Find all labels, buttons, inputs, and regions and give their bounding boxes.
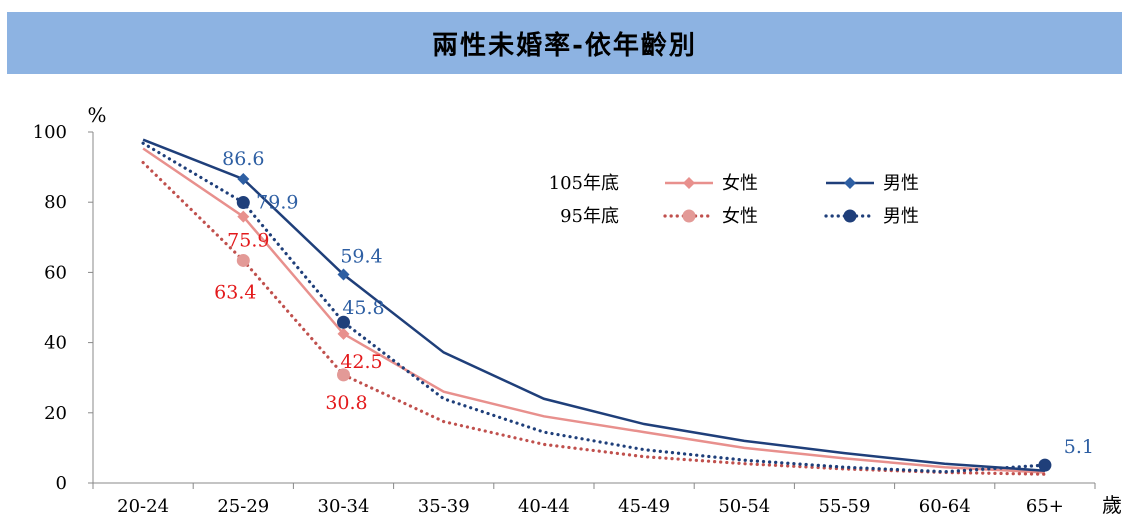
legend-swatch-marker	[682, 209, 696, 223]
legend-series-label: 男性	[883, 206, 919, 227]
y-tick-label: 80	[44, 192, 67, 213]
data-label: 59.4	[340, 246, 382, 268]
series-line-105-male	[142, 138, 1045, 472]
y-tick-label: 100	[33, 122, 67, 143]
data-label: 45.8	[342, 297, 384, 319]
data-point-marker	[237, 173, 250, 186]
x-tick-label: 50-54	[718, 496, 770, 517]
y-tick-label: 20	[44, 403, 67, 424]
data-point-marker	[337, 327, 350, 340]
x-axis-unit: 歲	[1102, 493, 1122, 517]
data-label: 42.5	[340, 351, 382, 373]
legend-series-label: 女性	[722, 173, 758, 194]
series-line-95-female	[141, 160, 1047, 476]
series-line-105-female	[142, 147, 1045, 474]
x-tick-label: 20-24	[117, 496, 169, 517]
data-label: 5.1	[1064, 436, 1094, 458]
x-tick-label: 35-39	[418, 496, 470, 517]
series-line-95-male	[141, 141, 1047, 474]
legend-series-label: 男性	[883, 173, 919, 194]
legend-swatch-marker	[843, 209, 857, 223]
data-label: 30.8	[325, 392, 367, 414]
x-tick-label: 40-44	[518, 496, 570, 517]
x-tick-label: 60-64	[919, 496, 971, 517]
data-label: 86.6	[222, 148, 264, 170]
legend-swatch-marker	[844, 177, 856, 189]
x-tick-label: 55-59	[819, 496, 871, 517]
x-tick-label: 30-34	[318, 496, 370, 517]
y-axis-unit: %	[87, 103, 106, 127]
data-label: 79.9	[256, 192, 298, 214]
data-label: 63.4	[214, 281, 256, 303]
legend-swatch-marker	[683, 177, 695, 189]
y-tick-label: 40	[44, 333, 67, 354]
chart-title-bar: 兩性未婚率-依年齡別	[7, 12, 1122, 74]
y-tick-label: 0	[56, 473, 67, 494]
data-point-marker	[1038, 458, 1052, 472]
data-label: 75.9	[227, 230, 269, 252]
data-point-marker	[237, 210, 250, 223]
data-point-marker	[337, 315, 350, 329]
x-tick-label: 45-49	[618, 496, 670, 517]
legend-series-label: 女性	[722, 206, 758, 227]
legend-group-label: 95年底	[560, 206, 619, 227]
data-point-marker	[337, 268, 350, 281]
y-tick-label: 60	[44, 262, 67, 283]
data-point-marker	[337, 368, 350, 382]
x-tick-label: 65+	[1026, 496, 1064, 517]
legend-group-label: 105年底	[549, 173, 619, 194]
chart-title: 兩性未婚率-依年齡別	[432, 30, 697, 61]
x-tick-label: 25-29	[217, 496, 269, 517]
data-point-marker	[236, 196, 250, 210]
data-point-marker	[236, 253, 250, 267]
